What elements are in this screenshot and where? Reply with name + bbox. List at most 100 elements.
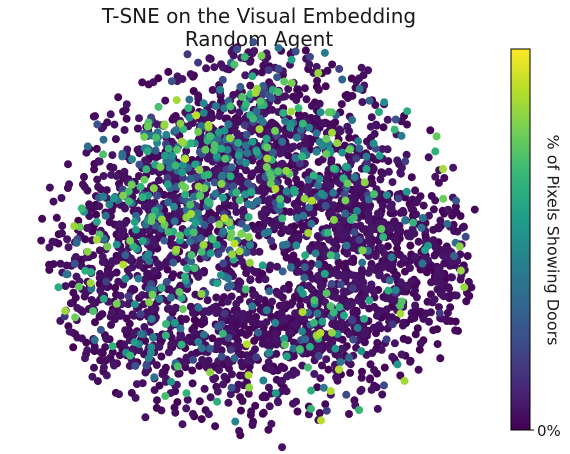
- scatter-point: [225, 65, 233, 74]
- scatter-point: [304, 175, 313, 184]
- scatter-point: [271, 335, 280, 344]
- scatter-point: [102, 335, 111, 344]
- scatter-point: [68, 280, 77, 289]
- scatter-point: [271, 329, 280, 338]
- scatter-point: [115, 390, 123, 399]
- scatter-point: [368, 349, 377, 357]
- scatter-point: [185, 237, 194, 246]
- scatter-point: [230, 60, 239, 69]
- scatter-point: [289, 344, 298, 353]
- scatter-point: [311, 249, 320, 258]
- scatter-point: [219, 380, 228, 389]
- scatter-point: [99, 172, 108, 180]
- scatter-point: [339, 231, 348, 240]
- scatter-point: [155, 176, 163, 185]
- scatter-point: [107, 320, 115, 329]
- scatter-point: [243, 149, 252, 158]
- scatter-point: [169, 113, 178, 122]
- scatter-point: [72, 238, 81, 247]
- scatter-point: [149, 333, 157, 342]
- scatter-point: [309, 209, 318, 218]
- scatter-point: [396, 371, 405, 380]
- scatter-point: [345, 145, 354, 154]
- scatter-point: [421, 309, 430, 318]
- scatter-point: [291, 47, 300, 56]
- scatter-point: [383, 242, 392, 251]
- scatter-point: [221, 154, 230, 163]
- scatter-point: [83, 346, 92, 355]
- scatter-point: [197, 344, 206, 353]
- scatter-point: [206, 55, 215, 63]
- scatter-point: [298, 152, 307, 161]
- scatter-point: [323, 228, 332, 237]
- scatter-point: [140, 175, 149, 184]
- scatter-point: [217, 352, 226, 361]
- scatter-point: [255, 247, 264, 256]
- scatter-point: [271, 389, 280, 398]
- scatter-point: [238, 92, 247, 101]
- scatter-point: [242, 100, 251, 109]
- scatter-point: [54, 283, 63, 292]
- scatter-point: [209, 375, 218, 384]
- scatter-point: [398, 206, 407, 215]
- scatter-point: [95, 157, 104, 166]
- scatter-point: [183, 227, 192, 236]
- scatter-point: [127, 180, 136, 189]
- scatter-point: [162, 320, 170, 328]
- scatter-point: [246, 57, 254, 66]
- scatter-point: [289, 251, 298, 260]
- scatter-point: [277, 362, 286, 371]
- scatter-point: [223, 145, 232, 154]
- scatter-point: [220, 372, 229, 381]
- scatter-point: [317, 189, 326, 198]
- scatter-point: [119, 260, 128, 269]
- scatter-point: [235, 342, 244, 351]
- scatter-point: [87, 284, 96, 293]
- scatter-point: [276, 149, 284, 158]
- scatter-point: [93, 377, 102, 386]
- scatter-point: [315, 99, 324, 108]
- scatter-point: [287, 263, 295, 272]
- scatter-point: [91, 318, 99, 327]
- scatter-point: [320, 269, 329, 278]
- scatter-point: [435, 309, 444, 318]
- scatter-point: [92, 210, 101, 219]
- scatter-point: [203, 296, 212, 305]
- scatter-point: [262, 163, 271, 172]
- scatter-point: [143, 122, 152, 131]
- scatter-point: [268, 297, 277, 306]
- scatter-point: [96, 325, 105, 334]
- scatter-point: [99, 294, 108, 303]
- scatter-point: [164, 198, 173, 207]
- scatter-point: [45, 183, 54, 192]
- scatter-point: [92, 217, 101, 226]
- scatter-point: [433, 270, 442, 279]
- scatter-point: [365, 96, 374, 105]
- scatter-point: [380, 262, 389, 271]
- scatter-point: [278, 137, 287, 146]
- scatter-point: [124, 300, 133, 309]
- scatter-point: [149, 184, 158, 193]
- scatter-point: [257, 210, 266, 218]
- scatter-point: [230, 354, 239, 363]
- scatter-point: [173, 362, 182, 371]
- scatter-point: [411, 186, 420, 195]
- scatter-point: [88, 372, 97, 381]
- scatter-point: [292, 133, 301, 142]
- scatter-point: [258, 68, 266, 77]
- scatter-point: [114, 277, 123, 286]
- scatter-point: [385, 224, 394, 233]
- scatter-point: [190, 264, 199, 273]
- scatter-point: [254, 165, 262, 174]
- scatter-point: [162, 277, 171, 286]
- scatter-point: [375, 108, 383, 116]
- scatter-point: [172, 245, 181, 254]
- scatter-point: [396, 278, 405, 287]
- scatter-point: [152, 120, 161, 129]
- scatter-point: [256, 97, 265, 106]
- scatter-point: [211, 189, 220, 198]
- scatter-point: [190, 328, 199, 337]
- scatter-point: [414, 237, 423, 246]
- scatter-point: [167, 377, 176, 386]
- scatter-point: [105, 269, 114, 278]
